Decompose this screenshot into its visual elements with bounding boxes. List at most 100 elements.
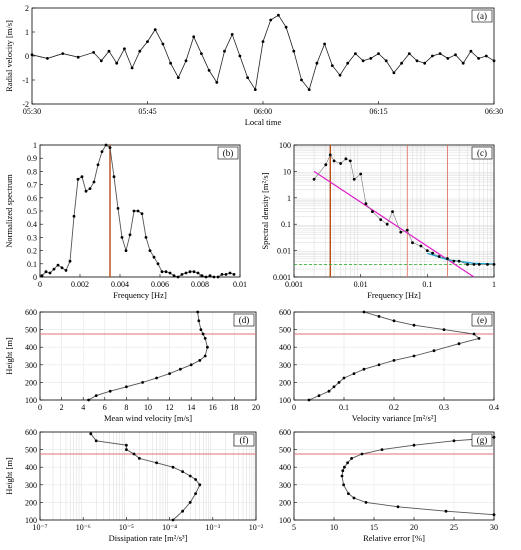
x-tick-label: 0.2: [389, 403, 399, 412]
x-tick-label: 10⁻²: [249, 523, 264, 532]
data-point: [354, 52, 357, 55]
data-point: [223, 49, 226, 53]
data-point: [220, 273, 224, 276]
y-tick-label: 600: [279, 308, 291, 317]
data-point: [108, 146, 112, 150]
data-point: [88, 187, 92, 191]
y-tick-label: 0.1: [27, 260, 37, 269]
panel-label: (g): [477, 435, 488, 445]
y-tick-label: 100: [279, 141, 291, 150]
data-point: [87, 398, 90, 402]
data-point: [341, 469, 345, 473]
x-axis-label: Frequency [Hz]: [367, 290, 421, 300]
data-point: [156, 262, 160, 266]
data-point: [168, 271, 172, 275]
data-point: [307, 88, 311, 91]
data-point: [323, 42, 326, 46]
data-point: [160, 270, 164, 274]
y-tick-label: 400: [279, 463, 291, 472]
x-tick-label: 0.1: [339, 403, 349, 412]
data-point: [477, 57, 480, 60]
x-tick-label: 10⁻⁶: [76, 523, 91, 532]
data-point: [120, 236, 124, 239]
x-tick-label: 06:15: [369, 107, 387, 116]
data-point: [180, 273, 184, 276]
x-tick-label: 0.002: [71, 280, 89, 289]
panel-label: (d): [239, 315, 250, 325]
data-point: [342, 483, 345, 487]
data-point: [437, 255, 441, 258]
data-point: [155, 461, 159, 465]
data-point: [380, 448, 384, 451]
y-tick-label: 1: [287, 194, 291, 203]
data-point: [172, 274, 176, 278]
x-tick-label: 30: [490, 523, 498, 532]
data-point: [346, 461, 349, 465]
data-point: [337, 381, 341, 384]
series-line: [31, 14, 495, 91]
data-point: [204, 275, 208, 279]
data-point: [284, 25, 288, 29]
x-tick-label: 0.3: [439, 403, 449, 412]
data-point: [153, 28, 157, 31]
x-tick-label: 0: [38, 403, 42, 412]
data-point: [99, 59, 103, 63]
data-point: [415, 59, 419, 63]
data-point: [44, 270, 48, 274]
data-point: [100, 150, 104, 154]
data-point: [307, 398, 311, 402]
data-point: [107, 49, 111, 53]
y-tick-label: 0.2: [27, 247, 37, 256]
data-point: [492, 263, 496, 266]
data-point: [484, 54, 488, 58]
y-tick-label: 500: [25, 326, 37, 335]
series-line: [313, 154, 494, 265]
y-tick-label: 0.4: [27, 220, 37, 229]
x-tick-label: 0: [38, 280, 42, 289]
data-point: [192, 35, 196, 39]
data-point: [152, 255, 156, 259]
data-point: [200, 52, 203, 55]
x-tick-label: 0.006: [151, 280, 169, 289]
data-point: [379, 218, 383, 222]
data-point: [181, 509, 185, 513]
x-tick-label: 10⁻⁴: [162, 523, 177, 532]
data-point: [196, 271, 200, 275]
y-tick-label: 200: [25, 498, 37, 507]
data-point: [171, 465, 175, 469]
y-tick-label: 0.1: [281, 220, 291, 229]
data-point: [342, 376, 346, 380]
data-point: [136, 209, 140, 213]
y-tick-label: 2: [25, 4, 29, 13]
data-point: [446, 257, 449, 260]
data-point: [203, 337, 207, 340]
data-point: [324, 163, 328, 167]
data-point: [399, 230, 403, 234]
data-point: [472, 263, 476, 266]
y-tick-label: 400: [25, 343, 37, 352]
series-line: [90, 433, 201, 521]
data-point: [112, 175, 116, 179]
x-axis-label: Dissipation rate [m²/s³]: [109, 533, 188, 543]
data-point: [486, 263, 489, 266]
y-tick-label: 400: [279, 343, 291, 352]
y-tick-label: 300: [25, 481, 37, 490]
y-axis-label: Normalized spectrum: [4, 174, 14, 248]
data-point: [377, 363, 381, 367]
x-tick-label: 20: [252, 403, 260, 412]
x-tick-label: 06:00: [254, 107, 272, 116]
data-point: [108, 389, 112, 393]
x-tick-label: 10⁻³: [205, 523, 220, 532]
x-tick-label: 05:45: [138, 107, 156, 116]
x-tick-label: 0.001: [285, 280, 303, 289]
x-tick-label: 10: [144, 403, 152, 412]
data-point: [125, 443, 128, 447]
data-point: [188, 270, 192, 274]
data-point: [168, 372, 172, 375]
data-point: [194, 478, 198, 481]
data-point: [199, 328, 203, 331]
data-point: [332, 385, 336, 389]
x-axis-label: Relative error [%]: [363, 533, 425, 543]
y-tick-label: 1: [25, 28, 29, 37]
panel-label-box: [471, 313, 493, 327]
